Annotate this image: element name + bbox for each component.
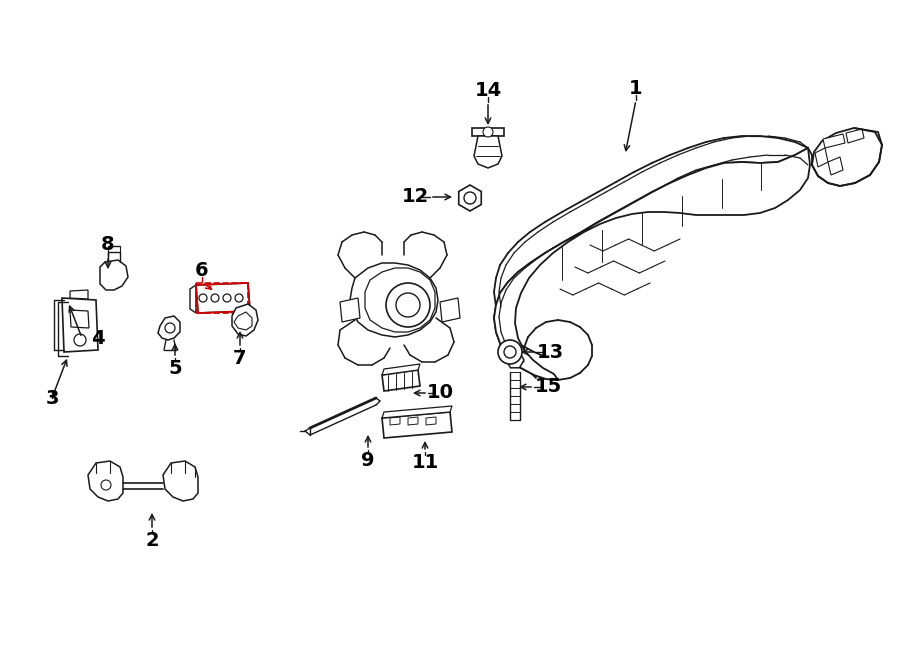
Circle shape — [386, 283, 430, 327]
Text: 13: 13 — [536, 342, 563, 362]
Polygon shape — [408, 417, 418, 425]
Text: 6: 6 — [195, 260, 209, 280]
Polygon shape — [158, 316, 180, 340]
Circle shape — [101, 480, 111, 490]
Polygon shape — [340, 298, 360, 322]
Circle shape — [464, 192, 476, 204]
Polygon shape — [390, 417, 400, 425]
Polygon shape — [506, 352, 524, 368]
Polygon shape — [828, 157, 843, 175]
Polygon shape — [163, 461, 198, 501]
Polygon shape — [815, 148, 828, 167]
Polygon shape — [365, 268, 435, 332]
Text: 1: 1 — [629, 79, 643, 98]
Polygon shape — [426, 417, 436, 425]
Polygon shape — [472, 128, 504, 136]
Polygon shape — [846, 129, 864, 143]
Circle shape — [235, 294, 243, 302]
Polygon shape — [190, 285, 196, 313]
Polygon shape — [88, 461, 123, 501]
Polygon shape — [812, 128, 882, 186]
Text: 14: 14 — [474, 81, 501, 100]
Circle shape — [396, 293, 420, 317]
Circle shape — [74, 334, 86, 346]
Polygon shape — [474, 136, 502, 168]
Text: 10: 10 — [427, 383, 454, 403]
Text: 15: 15 — [535, 377, 562, 397]
Circle shape — [223, 294, 231, 302]
Text: 2: 2 — [145, 531, 158, 549]
Polygon shape — [494, 148, 810, 380]
Text: 9: 9 — [361, 451, 374, 469]
Polygon shape — [440, 298, 460, 322]
Text: 7: 7 — [233, 348, 247, 368]
Polygon shape — [70, 310, 89, 328]
Text: 8: 8 — [101, 235, 115, 254]
Polygon shape — [100, 260, 128, 290]
Text: 4: 4 — [91, 329, 104, 348]
Text: 5: 5 — [168, 358, 182, 377]
Text: 12: 12 — [401, 188, 428, 206]
Polygon shape — [62, 298, 98, 352]
Circle shape — [199, 294, 207, 302]
Polygon shape — [382, 364, 420, 375]
Polygon shape — [196, 283, 250, 313]
Circle shape — [211, 294, 219, 302]
Polygon shape — [382, 406, 452, 418]
Polygon shape — [459, 185, 482, 211]
Circle shape — [498, 340, 522, 364]
Polygon shape — [350, 263, 438, 337]
Polygon shape — [234, 312, 252, 330]
Polygon shape — [823, 134, 845, 148]
Circle shape — [165, 323, 175, 333]
Circle shape — [504, 346, 516, 358]
Polygon shape — [70, 290, 88, 299]
Circle shape — [483, 127, 493, 137]
Polygon shape — [232, 304, 258, 336]
Text: 11: 11 — [411, 453, 438, 471]
Text: 3: 3 — [45, 389, 58, 407]
Polygon shape — [382, 370, 420, 391]
Polygon shape — [382, 412, 452, 438]
